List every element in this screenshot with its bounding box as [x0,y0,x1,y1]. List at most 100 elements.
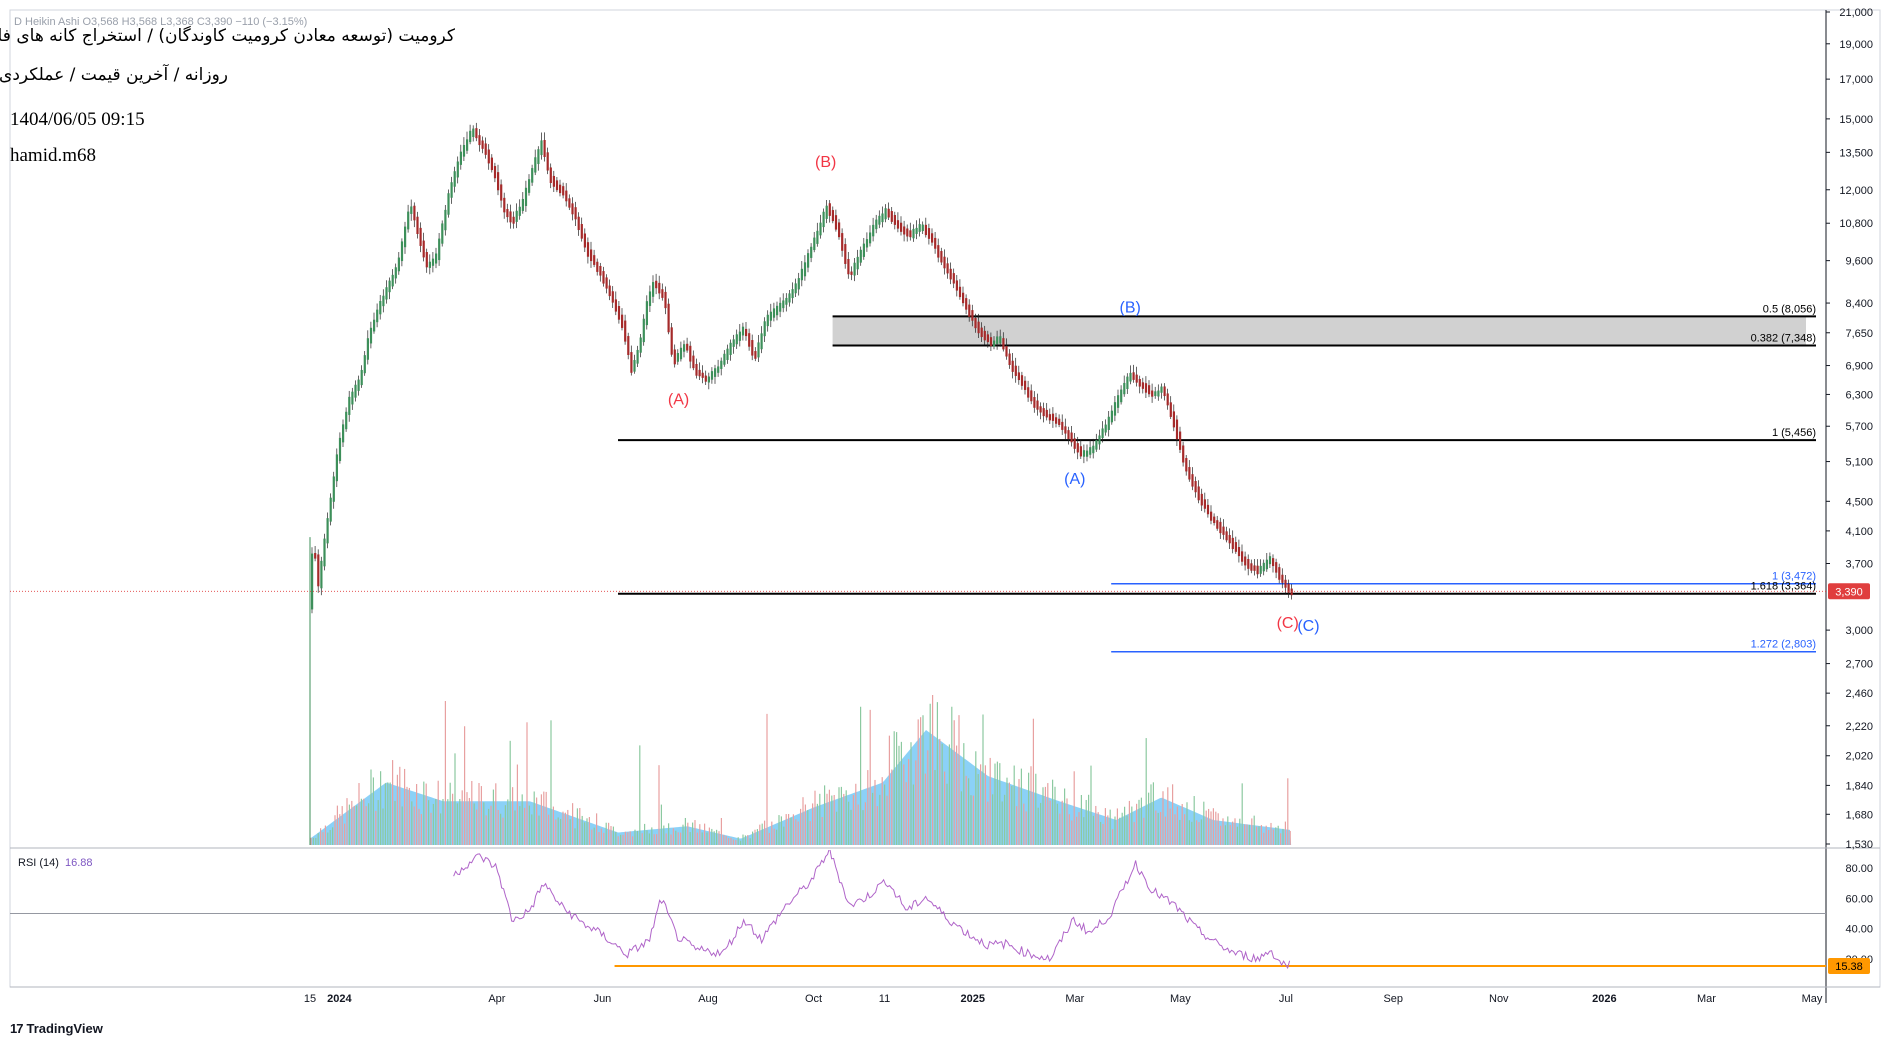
fib-level-label: 0.5 (8,056) [1763,303,1816,315]
price-tick-label: 2,700 [1845,659,1873,671]
candle-body [717,366,720,373]
candle-body [599,266,602,276]
candles [309,122,1293,845]
candle-body [1216,520,1219,529]
candle-body [1241,551,1244,562]
candle-body [766,314,769,327]
candle-body [673,349,676,365]
rsi-legend[interactable]: RSI (14) 16.88 [18,857,93,869]
price-tick-label: 2,220 [1845,721,1873,733]
candle-body [577,216,580,231]
candle-body [1256,565,1259,575]
candle-body [741,326,745,336]
candle-body [1070,432,1073,443]
candle-body [1113,402,1117,416]
candle-body [927,228,931,239]
candle-body [714,368,717,377]
time-tick-label: Mar [1065,993,1084,1005]
candle-body [348,396,351,415]
candle-body [425,252,428,268]
candle-body [524,187,528,206]
candle-body [357,379,360,391]
candle-body [1222,526,1225,535]
candle-body [831,210,834,222]
candle-body [1234,542,1237,552]
candle-body [438,238,441,261]
candle-body [459,151,462,165]
candle-body [900,222,903,232]
candle-body [503,197,506,213]
candle-body [648,291,652,306]
candle-body [996,336,999,345]
rsi-line [453,850,1291,970]
candle-body [683,344,686,352]
candle-body [1194,481,1197,493]
candle-body [1030,390,1033,402]
candle-body [1002,338,1005,350]
candle-body [661,289,664,298]
candle-body [1067,430,1070,440]
candle-body [320,560,323,589]
candle-body [1101,428,1104,439]
candle-body [332,476,335,502]
candle-body [958,286,962,298]
candle-body [912,228,915,239]
candle-body [1033,397,1036,408]
candle-body [828,203,831,216]
candle-body [676,353,679,362]
candle-body [493,166,497,179]
candle-body [1175,419,1179,440]
candle-body [611,291,614,303]
time-tick-label: 2026 [1592,993,1616,1005]
candle-body [1148,385,1151,395]
symbol-title: کرومیت (توسعه معادن کرومیت کاوندگان) / ا… [0,26,455,46]
time-axis: 15 2024 Apr Jun Aug Oct 11 2025 Mar May Jul Sep Nov 2… [304,993,1823,1005]
candle-body [1228,535,1231,544]
price-tick-label: 6,300 [1845,389,1873,401]
candle-body [1231,537,1234,550]
rsi-tick-label: 60.00 [1845,893,1873,905]
candle-body [1073,438,1076,449]
candle-body [952,273,955,284]
candle-body [568,198,571,208]
candle-body [794,283,797,294]
candle-body [735,334,738,345]
candle-body [1048,414,1051,421]
candle-body [1039,406,1042,413]
candle-body [971,310,974,321]
fib-level-label: 1.618 (3,364) [1751,581,1816,593]
candle-body [664,291,667,309]
candle-body [583,233,586,248]
rsi-level-badge: 15.38 [1828,958,1870,975]
rsi-legend-name: RSI (14) [18,857,59,869]
candle-body [1020,375,1024,386]
candle-body [1272,558,1275,567]
candle-body [487,149,490,164]
candle-body [788,293,791,303]
candle-body [1082,450,1086,457]
candle-body [472,128,475,138]
candle-body [1253,565,1256,571]
price-tick-label: 4,500 [1845,496,1873,508]
candle-body [1262,562,1265,572]
candle-body [518,206,521,216]
tradingview-brand[interactable]: 17 TradingView [10,1021,103,1036]
candle-body [354,384,357,398]
candle-body [366,338,369,360]
time-tick-label: Mar [1697,993,1716,1005]
candle-body [645,301,648,326]
candle-body [921,224,924,232]
candle-body [748,333,751,347]
candle-body [1042,408,1045,417]
candle-body [940,251,943,263]
candle-body [323,538,326,567]
candle-body [617,306,621,320]
candle-body [813,237,816,251]
candle-body [931,233,934,243]
candle-body [1213,516,1216,524]
candle-body [729,342,732,355]
candle-body [1154,391,1157,397]
candle-body [562,186,565,196]
candle-body [1045,409,1048,418]
